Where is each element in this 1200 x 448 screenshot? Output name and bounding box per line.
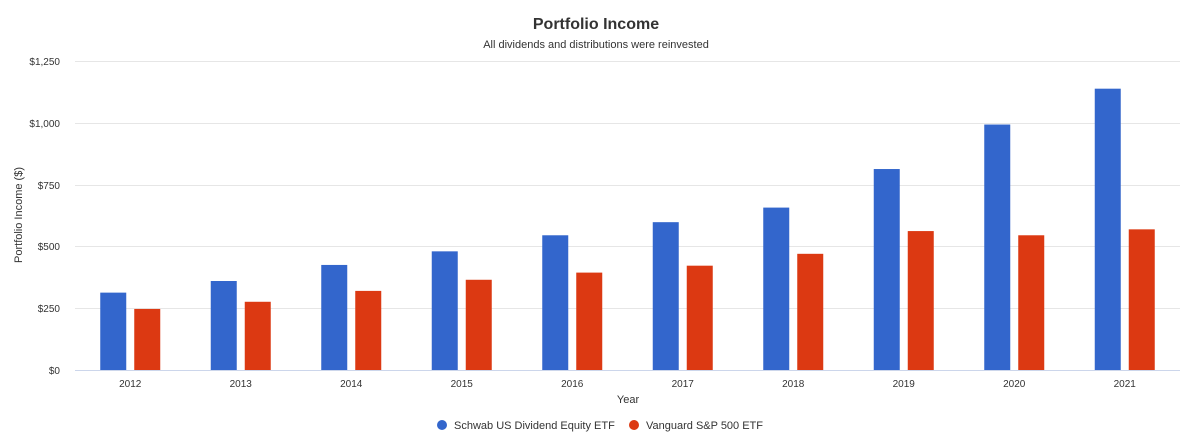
x-tick-label: 2020 [1003, 379, 1026, 390]
grid-lines [75, 61, 1180, 371]
bar-vanguard-2021 [1128, 229, 1155, 370]
bar-vanguard-2015 [465, 279, 492, 370]
bar-schwab-2018 [763, 207, 790, 370]
bar-schwab-2020 [984, 124, 1011, 371]
y-axis-label: Portfolio Income ($) [13, 167, 25, 263]
y-tick-label: $1,250 [29, 57, 60, 68]
bar-vanguard-2016 [576, 272, 603, 370]
x-tick-label: 2021 [1114, 379, 1137, 390]
bar-vanguard-2012 [134, 308, 161, 370]
x-tick-label: 2018 [782, 379, 805, 390]
chart-title: Portfolio Income [533, 16, 659, 33]
bar-schwab-2021 [1094, 88, 1121, 370]
bar-schwab-2013 [210, 281, 237, 370]
bar-vanguard-2020 [1018, 235, 1045, 370]
legend: Schwab US Dividend Equity ETF Vanguard S&… [437, 420, 763, 432]
legend-swatch-vanguard [629, 420, 639, 430]
bar-vanguard-2014 [355, 290, 382, 370]
y-tick-label: $750 [38, 181, 61, 192]
bar-schwab-2014 [321, 264, 348, 370]
x-axis-ticks: 2012 2013 2014 2015 2016 2017 2018 2019 2020 2021 [119, 379, 1136, 390]
bar-schwab-2017 [652, 222, 679, 370]
legend-swatch-schwab [437, 420, 447, 430]
y-tick-label: $1,000 [29, 119, 60, 130]
bar-vanguard-2013 [244, 301, 271, 370]
x-tick-label: 2015 [451, 379, 474, 390]
x-tick-label: 2013 [230, 379, 253, 390]
y-tick-label: $0 [49, 366, 61, 377]
x-tick-label: 2017 [672, 379, 695, 390]
x-tick-label: 2016 [561, 379, 584, 390]
bar-vanguard-2019 [907, 231, 934, 370]
x-tick-label: 2014 [340, 379, 363, 390]
legend-label: Vanguard S&P 500 ETF [646, 420, 763, 432]
bars [100, 88, 1155, 371]
x-tick-label: 2012 [119, 379, 142, 390]
bar-schwab-2019 [873, 169, 900, 370]
chart-subtitle: All dividends and distributions were rei… [483, 39, 709, 51]
y-tick-label: $500 [38, 242, 61, 253]
bar-schwab-2016 [542, 235, 569, 370]
bar-schwab-2015 [431, 251, 458, 370]
bar-vanguard-2017 [686, 265, 713, 370]
x-axis-label: Year [617, 394, 640, 406]
x-tick-label: 2019 [893, 379, 916, 390]
bar-schwab-2012 [100, 292, 127, 370]
legend-label: Schwab US Dividend Equity ETF [454, 420, 615, 432]
bar-vanguard-2018 [797, 253, 824, 370]
y-tick-label: $250 [38, 304, 61, 315]
y-axis-ticks: $0 $250 $500 $750 $1,000 $1,250 [29, 57, 60, 377]
